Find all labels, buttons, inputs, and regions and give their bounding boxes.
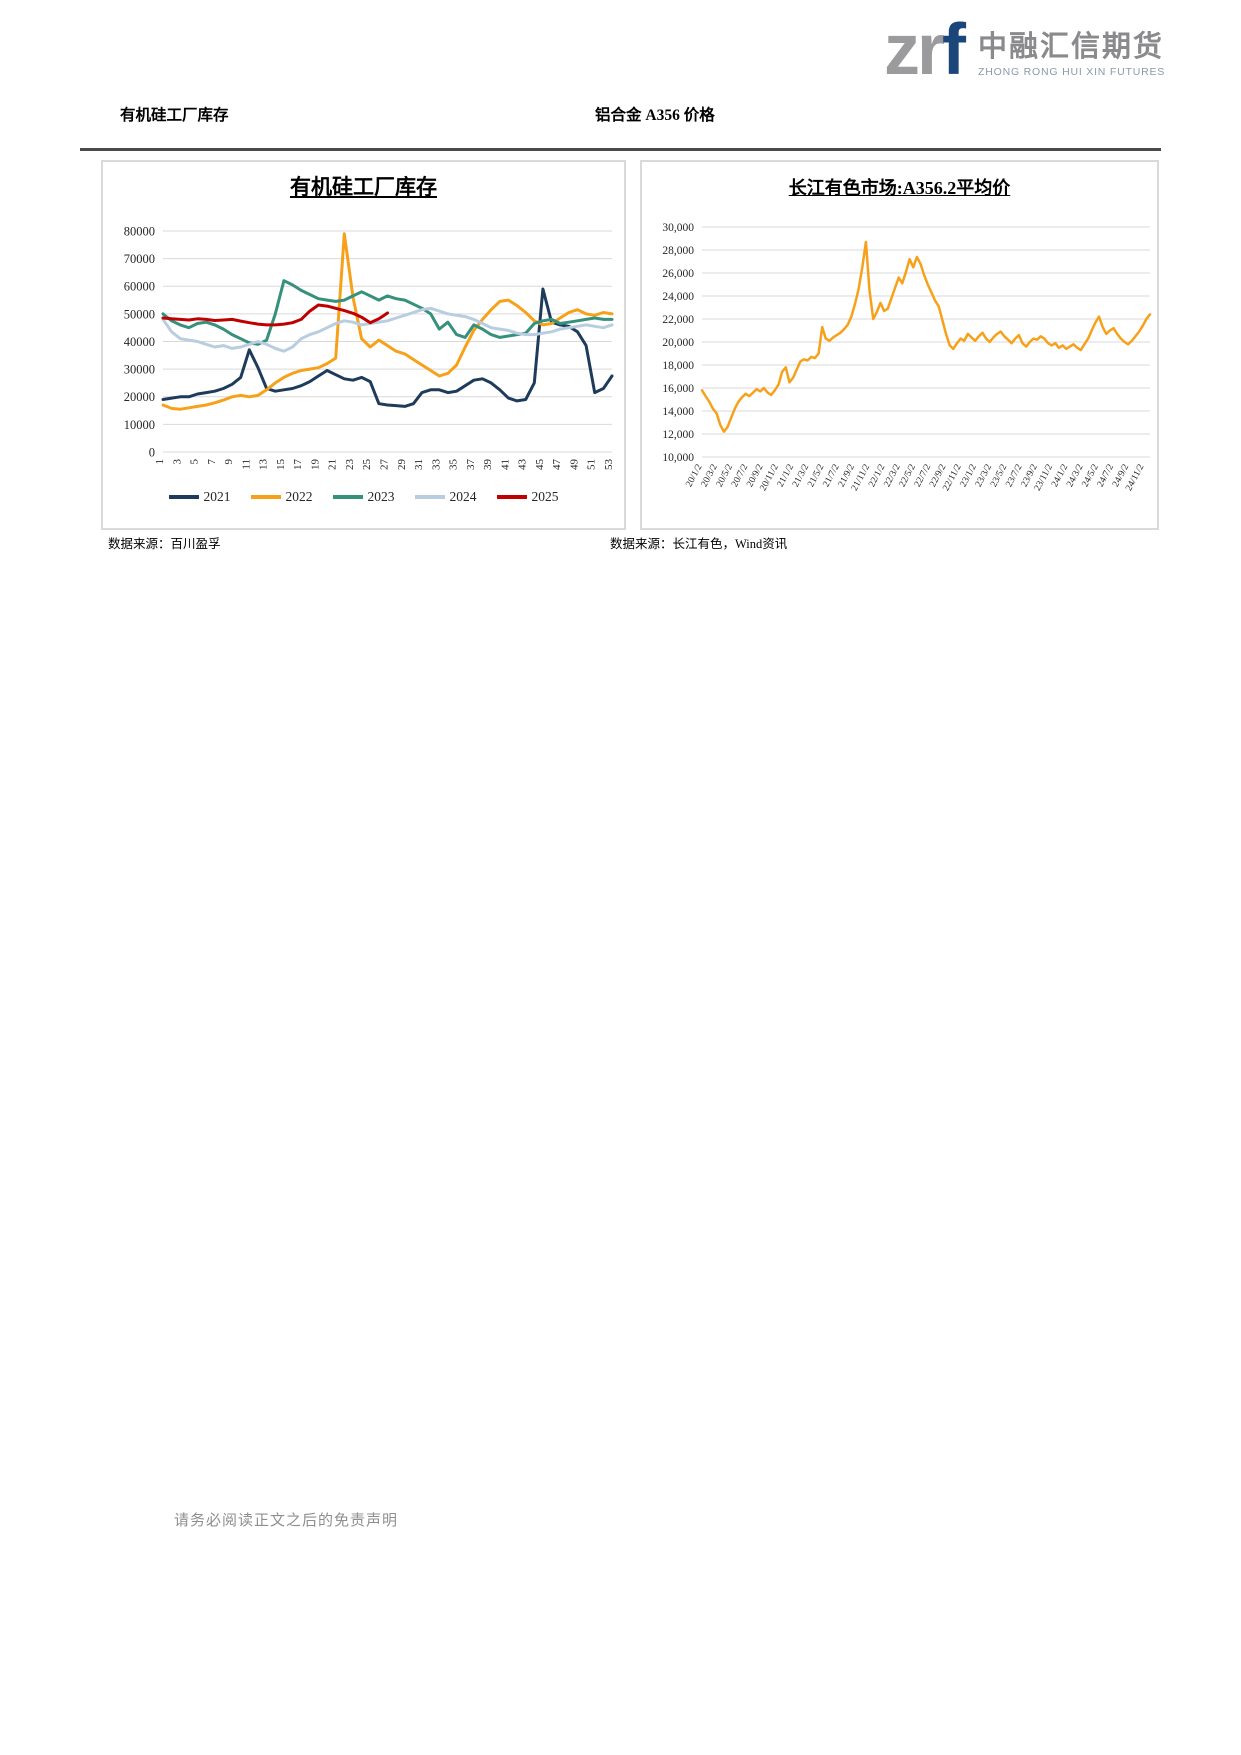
y-axis-tick-label: 12,000 — [662, 429, 694, 441]
legend-swatch-2025 — [496, 495, 527, 499]
x-axis-tick-label: 51 — [586, 459, 598, 470]
data-source-a356-price: 数据来源：长江有色，Wind资讯 — [610, 537, 788, 551]
legend-item-2021: 2021 — [168, 489, 231, 505]
section-title-a356-price: 铝合金 A356 价格 — [595, 107, 715, 124]
y-axis-tick-label: 30,000 — [662, 222, 694, 234]
y-axis-tick-label: 20000 — [124, 390, 155, 404]
y-axis-tick-label: 22,000 — [662, 314, 694, 326]
series-line-2021 — [161, 287, 614, 408]
x-axis-tick-label: 11 — [240, 459, 252, 470]
series-line-长江有色市场:A356.2平均价 — [700, 240, 1152, 433]
logo-company-name-en: ZHONG RONG HUI XIN FUTURES — [978, 65, 1166, 78]
x-axis-tick-label: 37 — [465, 459, 477, 471]
y-axis-tick-label: 30000 — [124, 363, 155, 377]
x-axis-tick-label: 25 — [361, 459, 373, 471]
x-axis-tick-label: 41 — [499, 459, 511, 470]
legend-swatch-2021 — [168, 495, 199, 499]
x-axis-tick-label: 19 — [309, 459, 321, 471]
x-axis-tick-label: 33 — [430, 459, 442, 471]
x-axis-tick-label: 45 — [534, 459, 546, 471]
x-axis-tick-label: 31 — [413, 459, 425, 470]
x-axis-tick-label: 7 — [206, 459, 218, 465]
x-axis-tick-label: 49 — [568, 459, 580, 471]
x-axis-tick-label: 23 — [344, 459, 356, 471]
y-axis-tick-label: 20,000 — [662, 337, 694, 349]
legend-swatch-2023 — [332, 495, 363, 499]
a356-price-chart-panel: 长江有色市场:A356.2平均价 10,000 12,000 14,000 16,00… — [640, 160, 1159, 530]
x-axis-tick-label: 29 — [396, 459, 408, 471]
y-axis-tick-label: 60000 — [124, 280, 155, 294]
x-axis-tick-label: 43 — [517, 459, 529, 471]
y-axis-tick-label: 18,000 — [662, 360, 694, 372]
legend-item-2022: 2022 — [250, 489, 313, 505]
inventory-chart-canvas: 0 10000 20000 30000 40000 50000 60000 70000 8000… — [124, 224, 615, 471]
x-axis-tick-label: 5 — [189, 459, 201, 465]
legend-label: 2023 — [367, 489, 395, 504]
y-axis-tick-label: 80000 — [124, 224, 155, 238]
legend-label: 2022 — [285, 489, 313, 504]
y-axis-tick-label: 14,000 — [662, 406, 694, 418]
x-axis-tick-label: 13 — [258, 459, 270, 471]
inventory-chart-legend: 2021 2022 2023 2024 2025 — [103, 489, 624, 505]
legend-item-2025: 2025 — [496, 489, 559, 505]
logo-f-letter: f — [942, 10, 966, 90]
y-axis-tick-label: 50000 — [124, 307, 155, 321]
x-axis-tick-label: 15 — [275, 459, 287, 471]
y-axis-tick-label: 10000 — [124, 418, 155, 432]
x-axis-tick-label: 53 — [603, 458, 615, 470]
x-axis-tick-label: 39 — [482, 459, 494, 471]
x-axis-tick-label: 21 — [327, 459, 339, 470]
x-axis-tick-label: 1 — [154, 459, 166, 465]
disclaimer-footer: 请务必阅读正文之后的免责声明 — [174, 1513, 399, 1529]
series-line-2025 — [161, 303, 389, 327]
logo-zrf-mark: zrf — [884, 14, 966, 86]
legend-swatch-2024 — [414, 495, 445, 499]
x-axis-tick-label: 47 — [551, 459, 563, 471]
logo-zr-letters: zr — [884, 10, 945, 90]
a356-price-chart-canvas: 10,000 12,000 14,000 16,000 18,000 20,000 22,0… — [662, 222, 1152, 493]
legend-item-2023: 2023 — [332, 489, 395, 505]
y-axis-tick-label: 26,000 — [662, 268, 694, 280]
legend-swatch-2022 — [250, 495, 281, 499]
y-axis-tick-label: 28,000 — [662, 245, 694, 257]
header-divider-line — [80, 148, 1161, 151]
x-axis-tick-label: 9 — [223, 459, 235, 465]
legend-item-2024: 2024 — [414, 489, 477, 505]
y-axis-tick-label: 0 — [149, 445, 155, 459]
section-title-inventory: 有机硅工厂库存 — [120, 107, 229, 124]
y-axis-tick-label: 24,000 — [662, 291, 694, 303]
x-axis-tick-label: 35 — [448, 459, 460, 471]
company-logo: zrf 中融汇信期货 ZHONG RONG HUI XIN FUTURES — [884, 14, 1165, 86]
x-axis-tick-label: 27 — [378, 459, 390, 471]
x-axis-tick-label: 3 — [171, 459, 183, 465]
inventory-chart-title: 有机硅工厂库存 — [290, 175, 437, 199]
inventory-chart-panel: 有机硅工厂库存 0 10000 20000 30000 40000 50000 60000 7… — [101, 160, 626, 530]
y-axis-tick-label: 70000 — [124, 252, 155, 266]
x-axis-tick-label: 17 — [292, 459, 304, 471]
data-source-inventory: 数据来源：百川盈孚 — [108, 537, 221, 551]
logo-names: 中融汇信期货 ZHONG RONG HUI XIN FUTURES — [978, 32, 1165, 79]
legend-label: 2021 — [203, 489, 231, 504]
legend-label: 2024 — [449, 489, 477, 504]
y-axis-tick-label: 10,000 — [662, 452, 694, 464]
a356-price-chart-title: 长江有色市场:A356.2平均价 — [788, 178, 1011, 198]
y-axis-tick-label: 40000 — [124, 335, 155, 349]
legend-label: 2025 — [531, 489, 559, 504]
series-line-2023 — [161, 279, 614, 346]
logo-company-name-cn: 中融汇信期货 — [978, 31, 1165, 64]
series-line-2024 — [161, 306, 614, 353]
y-axis-tick-label: 16,000 — [662, 383, 694, 395]
